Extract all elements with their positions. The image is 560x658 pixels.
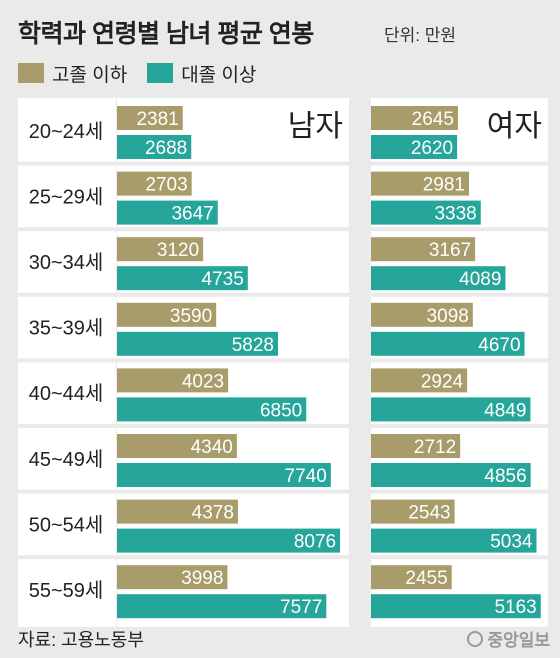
data-label: 4089 <box>459 269 501 290</box>
bar <box>371 237 476 262</box>
data-label: 3590 <box>170 306 212 327</box>
data-label: 2645 <box>412 109 454 130</box>
chart-title: 학력과 연령별 남녀 평균 연봉 <box>18 20 314 48</box>
row-separator <box>18 161 560 166</box>
bar <box>371 463 531 487</box>
data-label: 3120 <box>157 240 199 261</box>
data-label: 3098 <box>427 306 469 327</box>
data-label: 2924 <box>421 371 464 392</box>
legend-item-college: 대졸 이상 <box>147 60 256 87</box>
data-label: 5163 <box>494 597 536 618</box>
bar <box>371 171 470 196</box>
bar <box>117 135 192 159</box>
data-label: 7740 <box>285 466 327 487</box>
data-label: 4378 <box>192 503 234 524</box>
bar <box>371 331 525 356</box>
unit-label: 단위: 만원 <box>384 26 457 45</box>
bar <box>117 266 248 291</box>
data-label: 2703 <box>145 175 187 196</box>
row-separator <box>18 292 560 297</box>
category-label: 35~39세 <box>29 317 104 340</box>
data-label: 3338 <box>434 204 476 225</box>
bar <box>371 302 473 327</box>
data-label: 4849 <box>484 400 526 421</box>
bar <box>117 237 204 262</box>
data-label: 2620 <box>411 138 453 159</box>
bar <box>117 302 217 327</box>
bar <box>371 368 468 393</box>
data-label: 3998 <box>181 568 223 589</box>
category-label: 20~24세 <box>29 120 104 143</box>
bar <box>371 528 537 553</box>
logo: 중앙일보 <box>467 626 550 651</box>
data-label: 2981 <box>423 175 465 196</box>
bar <box>371 106 458 130</box>
bar <box>371 397 531 422</box>
bar <box>117 200 218 225</box>
data-label: 4340 <box>191 437 233 458</box>
data-label: 2688 <box>145 138 187 159</box>
category-label: 40~44세 <box>29 382 104 405</box>
data-label: 3167 <box>429 240 471 261</box>
data-label: 5034 <box>490 532 533 553</box>
bar <box>371 434 461 458</box>
logo-text: 중앙일보 <box>487 631 550 650</box>
bar <box>117 594 327 619</box>
bar <box>117 331 278 356</box>
bar <box>117 565 228 590</box>
bar <box>371 594 541 619</box>
bar <box>371 266 506 291</box>
legend-label-high-school: 고졸 이하 <box>52 64 128 86</box>
category-label: 55~59세 <box>29 579 104 602</box>
bar <box>371 565 452 590</box>
row-separator <box>18 227 560 232</box>
data-label: 2455 <box>405 568 447 589</box>
legend-item-high-school: 고졸 이하 <box>18 60 127 87</box>
bar <box>117 106 183 130</box>
row-separator <box>18 555 560 560</box>
bar <box>371 499 455 524</box>
logo-circle-icon <box>467 630 484 647</box>
data-label: 2712 <box>414 437 456 458</box>
legend-swatch-college <box>147 63 174 83</box>
bar <box>117 434 237 458</box>
row-separator <box>18 358 560 363</box>
category-label: 45~49세 <box>29 448 104 471</box>
bar <box>371 200 481 225</box>
legend-label-college: 대졸 이상 <box>181 64 257 86</box>
data-label: 2381 <box>136 109 178 130</box>
data-label: 4856 <box>484 466 526 487</box>
bar <box>117 528 341 553</box>
data-label: 4735 <box>202 269 244 290</box>
panel-label: 여자 <box>487 110 542 143</box>
data-label: 4023 <box>182 371 224 392</box>
data-label: 3647 <box>171 204 213 225</box>
bar <box>117 368 229 393</box>
bar <box>371 135 458 159</box>
category-label: 25~29세 <box>29 185 104 208</box>
data-label: 5828 <box>232 335 274 356</box>
category-label: 30~34세 <box>29 251 104 274</box>
source-note: 자료: 고용노동부 <box>18 630 144 650</box>
data-label: 8076 <box>294 532 336 553</box>
category-label: 50~54세 <box>29 513 104 536</box>
data-label: 2543 <box>408 503 450 524</box>
row-separator <box>18 489 560 494</box>
bar <box>117 171 192 196</box>
data-label: 4670 <box>478 335 520 356</box>
data-label: 6850 <box>260 400 302 421</box>
panel-label: 남자 <box>288 110 343 143</box>
legend: 고졸 이하 대졸 이상 <box>18 60 276 86</box>
data-label: 7577 <box>280 597 322 618</box>
bar <box>117 499 238 524</box>
legend-swatch-high-school <box>18 63 44 83</box>
row-separator <box>18 424 560 428</box>
bar <box>117 397 307 422</box>
bar <box>117 463 331 487</box>
